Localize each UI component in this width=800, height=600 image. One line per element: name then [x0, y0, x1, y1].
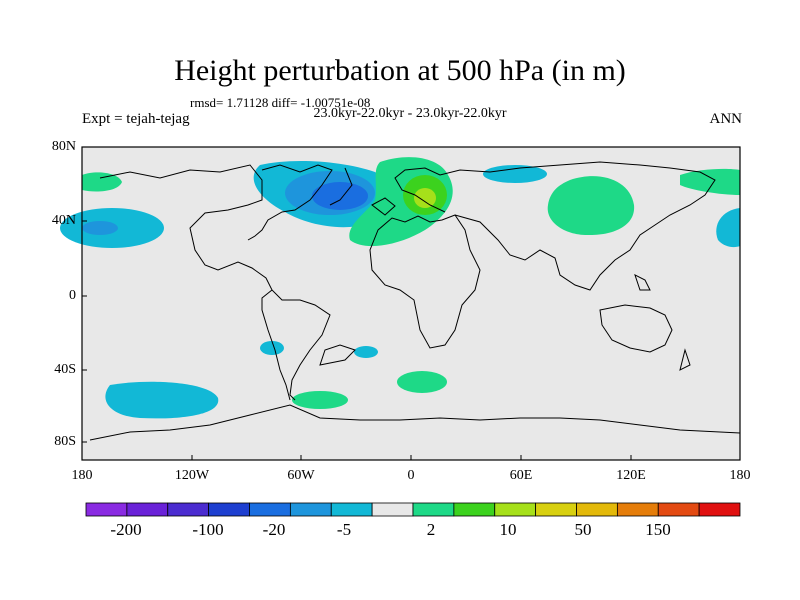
colorbar-label: 150 [645, 520, 671, 539]
stats-text: rmsd= 1.71128 diff= -1.00751e-08 [190, 95, 371, 110]
map-title: Height perturbation at 500 hPa (in m) [174, 54, 626, 87]
colorbar-label: -200 [110, 520, 142, 539]
colorbar [85, 502, 741, 517]
colorbar-swatch [535, 502, 577, 517]
colorbar-swatch [412, 502, 455, 517]
anomaly-south-indian [397, 371, 447, 393]
anomaly-asia [547, 176, 635, 236]
lat-label-40n: 40N [51, 213, 76, 228]
colorbar-swatch [698, 502, 741, 517]
lat-label-40s: 40S [54, 362, 76, 377]
lon-label-0: 0 [407, 468, 415, 483]
lat-label-0: 0 [69, 288, 76, 303]
colorbar-swatch [85, 502, 128, 517]
colorbar-label: 2 [426, 520, 436, 539]
axis-ticks [81, 146, 741, 460]
anomaly-pacific-west-core [82, 221, 118, 235]
anomaly-pacific-east [716, 208, 740, 248]
anomaly-south-pacific [105, 381, 219, 419]
colorbar-swatch [616, 502, 659, 517]
season-label: ANN [709, 111, 743, 127]
colorbar-label: -5 [336, 520, 352, 539]
colorbar-swatch [576, 502, 618, 517]
lon-label-120e: 120E [616, 468, 646, 483]
period-text: 23.0kyr-22.0kyr - 23.0kyr-22.0kyr [313, 106, 507, 121]
colorbar-label: 50 [574, 520, 592, 539]
colorbar-swatch [289, 502, 332, 517]
lon-label-180e: 180 [729, 468, 751, 483]
anomaly-north-atlantic-center [312, 182, 368, 210]
lat-label-80s: 80S [54, 434, 76, 449]
lon-label-120w: 120W [174, 468, 210, 483]
anomaly-arctic-east [680, 168, 740, 195]
anomaly-arctic-west [82, 172, 122, 192]
lat-label-80n: 80N [51, 139, 76, 154]
anomaly-south-pacific-small [260, 341, 284, 355]
lon-label-180w: 180 [71, 468, 93, 483]
anomaly-europe-center [414, 188, 436, 208]
colorbar-swatch [371, 502, 414, 517]
colorbar-swatch [494, 502, 537, 517]
lon-label-60e: 60E [509, 468, 533, 483]
colorbar-swatch [208, 502, 250, 517]
anomaly-siberia [483, 165, 547, 183]
colorbar-swatch [330, 502, 373, 517]
experiment-label: Expt = tejah-tejag [82, 111, 190, 127]
anomaly-fields [60, 157, 740, 419]
coastlines [89, 161, 741, 441]
colorbar-swatch [657, 502, 700, 517]
colorbar-label: -100 [192, 520, 224, 539]
colorbar-swatch [249, 502, 291, 517]
colorbar-swatch [453, 502, 496, 517]
colorbar-label: -20 [262, 520, 286, 539]
lon-label-60w: 60W [287, 468, 315, 483]
anomaly-south-atlantic [292, 391, 348, 409]
anomaly-south-atlantic-small [354, 346, 378, 358]
colorbar-label: 10 [499, 520, 517, 539]
colorbar-swatch [126, 502, 169, 517]
colorbar-swatch [167, 502, 210, 517]
